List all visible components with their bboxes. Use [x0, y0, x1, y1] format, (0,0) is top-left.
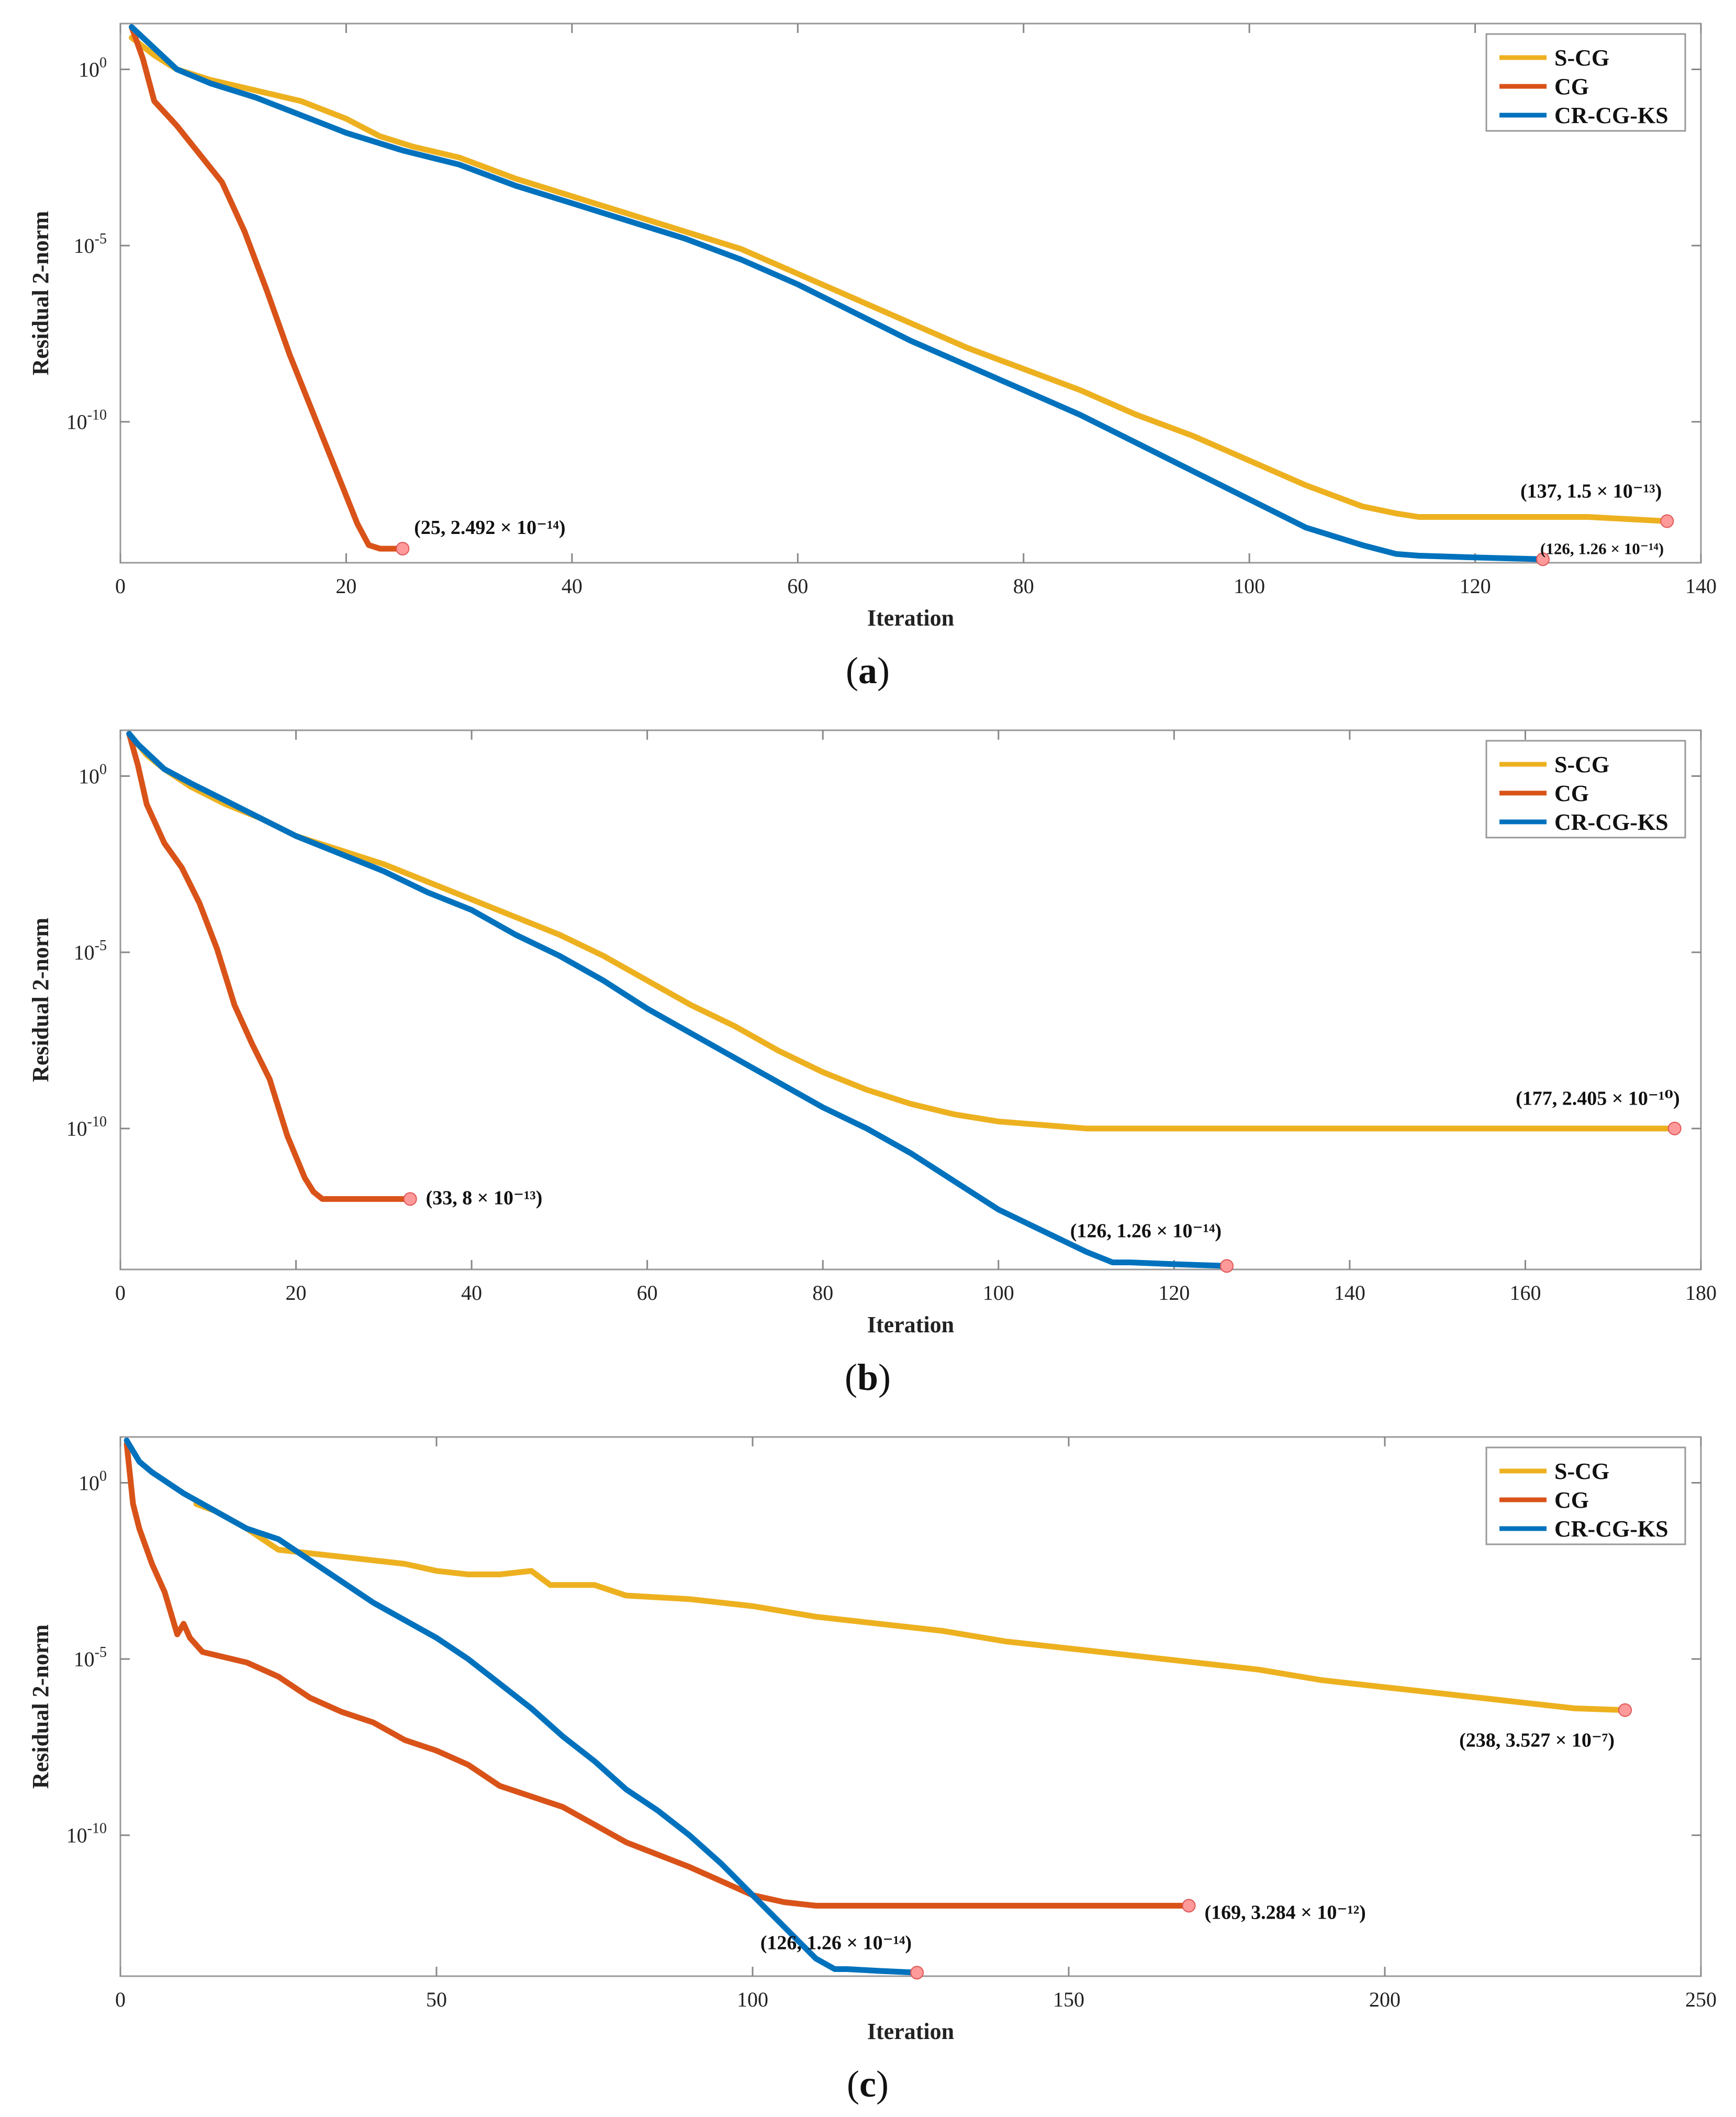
endpoint-marker-cg	[403, 1192, 417, 1206]
endpoint-marker-cr-cg-ks	[1220, 1259, 1234, 1273]
legend: S-CG CG CR-CG-KS	[1485, 740, 1686, 839]
plot-frame	[119, 729, 1702, 1271]
annotation-cg: (25, 2.492 × 10⁻¹⁴)	[414, 517, 565, 539]
y-axis-ticks: 100 10-5 10-10	[66, 762, 107, 1141]
y-axis-ticks: 100 10-5 10-10	[66, 55, 107, 434]
annotation-cr-cg-ks: (126, 1.26 × 10⁻¹⁴)	[1070, 1220, 1222, 1242]
series-line-cr-cg-ks	[129, 24, 1546, 562]
x-tick-label: 140	[1685, 574, 1717, 598]
legend-label-cg: CG	[1554, 74, 1589, 99]
y-axis-ticks: 100 10-5 10-10	[66, 1468, 107, 1847]
panel-a: 0 20 40 60 80 100 120 140 100 10-5 10-10 (25, 2…	[28, 23, 1717, 692]
legend-label-s-cg: S-CG	[1554, 752, 1609, 777]
x-tick-label: 20	[335, 574, 356, 598]
series-line-cg	[124, 1441, 1192, 1909]
x-tick-label: 40	[562, 574, 583, 598]
x-tick-label: 0	[115, 1988, 126, 2011]
endpoint-marker-cr-cg-ks	[910, 1966, 924, 1980]
legend-label-cg: CG	[1554, 781, 1589, 806]
x-tick-label: 80	[1013, 574, 1034, 598]
plot-frame	[119, 1436, 1702, 1977]
x-tick-label: 140	[1334, 1281, 1365, 1305]
y-axis-title: Residual 2-norm	[28, 918, 53, 1082]
x-tick-label: 120	[1460, 574, 1491, 598]
legend-label-cr-cg-ks: CR-CG-KS	[1554, 809, 1668, 835]
series-line-cr-cg-ks	[126, 731, 1230, 1269]
endpoint-marker-s-cg	[1660, 514, 1674, 528]
series-line-s-cg	[129, 35, 1670, 525]
annotation-s-cg: (238, 3.527 × 10⁻⁷)	[1459, 1730, 1615, 1752]
series-line-cg	[126, 731, 413, 1202]
legend-label-s-cg: S-CG	[1554, 1458, 1609, 1484]
series-line-cr-cg-ks	[124, 1438, 920, 1976]
endpoint-marker-cr-cg-ks	[1536, 552, 1550, 566]
x-tick-label: 40	[461, 1281, 482, 1305]
endpoint-marker-cg	[396, 542, 410, 556]
x-tick-label: 50	[426, 1988, 447, 2011]
x-tick-label: 100	[983, 1281, 1014, 1305]
legend-label-cr-cg-ks: CR-CG-KS	[1554, 103, 1668, 128]
y-tick-1e-10: 10-10	[66, 407, 107, 434]
x-axis-title: Iteration	[867, 1312, 954, 1338]
y-tick-1e0: 100	[79, 1468, 107, 1495]
x-tick-label: 120	[1158, 1281, 1190, 1305]
annotation-cg: (33, 8 × 10⁻¹³)	[426, 1187, 543, 1209]
x-tick-label: 60	[787, 574, 808, 598]
endpoint-marker-cg	[1182, 1899, 1196, 1913]
y-tick-1e0: 100	[79, 55, 107, 82]
legend: S-CG CG CR-CG-KS	[1485, 1446, 1686, 1545]
endpoint-marker-s-cg	[1667, 1121, 1682, 1135]
x-tick-label: 200	[1369, 1988, 1401, 2011]
y-tick-1e-10: 10-10	[66, 1821, 107, 1847]
x-tick-label: 0	[115, 1281, 126, 1305]
x-axis-title: Iteration	[867, 2019, 954, 2044]
panel-caption-a: (a)	[846, 650, 890, 692]
panel-b: 0 20 40 60 80 100 120 140 160 180 100 10-5 10-10 …	[28, 729, 1717, 1398]
y-tick-1e-5: 10-5	[74, 1644, 107, 1671]
annotation-cg: (169, 3.284 × 10⁻¹²)	[1205, 1901, 1366, 1923]
annotation-cr-cg-ks: (126, 1.26 × 10⁻¹⁴)	[760, 1932, 912, 1954]
legend-label-cr-cg-ks: CR-CG-KS	[1554, 1516, 1668, 1542]
x-tick-label: 150	[1053, 1988, 1084, 2011]
annotation-cr-cg-ks: (126, 1.26 × 10⁻¹⁴)	[1540, 539, 1664, 558]
x-tick-label: 160	[1509, 1281, 1541, 1305]
x-tick-label: 20	[286, 1281, 307, 1305]
x-axis-title: Iteration	[867, 605, 954, 631]
x-tick-label: 100	[737, 1988, 768, 2011]
legend: S-CG CG CR-CG-KS	[1485, 33, 1686, 132]
y-tick-1e0: 100	[79, 762, 107, 788]
endpoint-marker-s-cg	[1618, 1703, 1632, 1717]
y-axis-title: Residual 2-norm	[28, 211, 53, 375]
y-axis-title: Residual 2-norm	[28, 1624, 53, 1789]
series-line-s-cg	[193, 1501, 1628, 1713]
plot-frame	[119, 23, 1702, 564]
x-tick-label: 180	[1685, 1281, 1717, 1305]
x-tick-label: 0	[115, 574, 126, 598]
y-tick-1e-5: 10-5	[74, 231, 107, 258]
x-tick-label: 100	[1234, 574, 1265, 598]
legend-label-s-cg: S-CG	[1554, 45, 1609, 71]
legend-label-cg: CG	[1554, 1487, 1589, 1513]
x-tick-label: 250	[1685, 1988, 1717, 2011]
y-tick-1e-5: 10-5	[74, 938, 107, 964]
panel-c: 0 50 100 150 200 250 100 10-5 10-10 (238, 3.5…	[28, 1436, 1717, 2105]
series-line-cg	[129, 24, 406, 552]
y-tick-1e-10: 10-10	[66, 1114, 107, 1141]
x-tick-label: 60	[637, 1281, 658, 1305]
annotation-s-cg: (137, 1.5 × 10⁻¹³)	[1520, 481, 1662, 503]
panel-caption-c: (c)	[847, 2063, 889, 2105]
panel-caption-b: (b)	[845, 1356, 891, 1398]
x-tick-label: 80	[812, 1281, 833, 1305]
annotation-s-cg: (177, 2.405 × 10⁻¹⁰)	[1516, 1088, 1680, 1110]
